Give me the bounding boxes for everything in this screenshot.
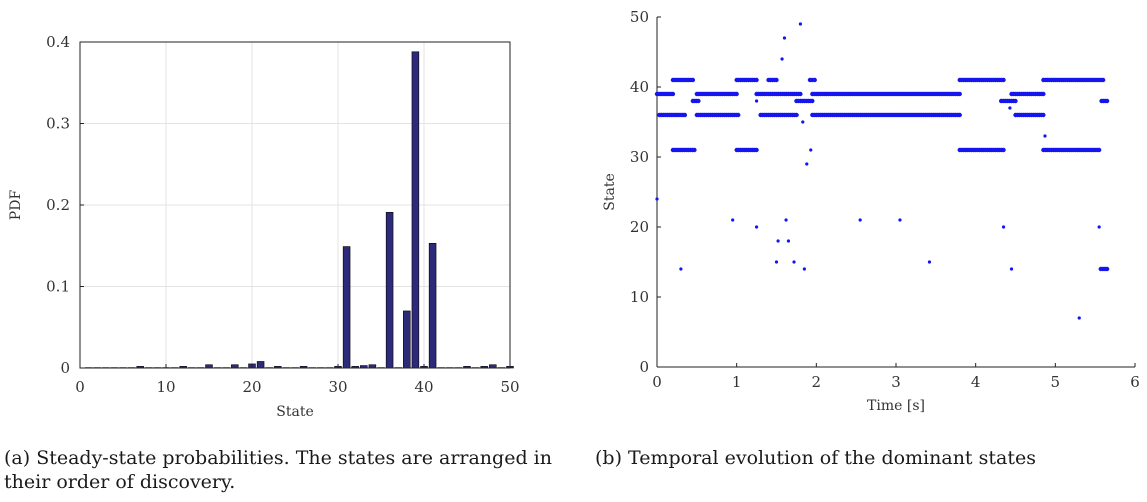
state-point xyxy=(754,147,759,153)
state-point xyxy=(1041,91,1046,97)
state-point xyxy=(736,112,741,118)
x-tick-label: 3 xyxy=(891,373,901,391)
state-point xyxy=(734,91,739,97)
x-tick-label: 50 xyxy=(500,378,519,396)
y-axis-label: PDF xyxy=(8,190,24,221)
state-point xyxy=(696,98,701,104)
y-tick-label: 0.4 xyxy=(46,33,70,51)
x-tick-label: 0 xyxy=(75,378,85,396)
bar xyxy=(256,361,265,369)
x-tick-label: 5 xyxy=(1051,373,1061,391)
state-point xyxy=(780,57,784,61)
state-point xyxy=(1001,225,1006,229)
y-tick-label: 30 xyxy=(630,148,649,166)
state-point xyxy=(802,267,806,271)
x-tick-label: 2 xyxy=(812,373,822,391)
state-point xyxy=(1001,77,1006,83)
state-point xyxy=(792,260,796,264)
bar xyxy=(428,243,437,369)
state-point xyxy=(1041,112,1046,118)
x-tick-label: 4 xyxy=(971,373,981,391)
state-point xyxy=(774,260,779,264)
state-point xyxy=(927,260,932,264)
state-point xyxy=(1008,106,1012,110)
state-point xyxy=(754,77,759,83)
y-tick-label: 0 xyxy=(639,358,649,376)
state-point xyxy=(786,239,791,243)
y-tick-label: 40 xyxy=(630,78,649,96)
state-point xyxy=(1077,316,1081,320)
state-point xyxy=(679,267,683,271)
bar xyxy=(342,246,351,369)
state-point xyxy=(1104,98,1110,104)
state-point xyxy=(1009,267,1014,271)
state-point xyxy=(774,77,779,83)
state-point xyxy=(798,91,803,97)
y-tick-label: 50 xyxy=(630,8,649,26)
state-point xyxy=(1100,77,1106,83)
state-point xyxy=(692,147,697,153)
y-tick-label: 0.2 xyxy=(46,196,70,214)
chart-b-state-evolution: 0 1 2 3 4 5 6 0 10 20 30 40 50 Time [s] State xyxy=(602,8,1140,414)
state-point xyxy=(731,218,735,222)
state-point xyxy=(809,148,813,152)
x-tick-label: 40 xyxy=(414,378,433,396)
x-tick-label: 30 xyxy=(328,378,347,396)
state-point xyxy=(784,218,788,222)
state-point xyxy=(810,98,815,104)
state-point xyxy=(795,113,799,117)
y-tick-label: 10 xyxy=(630,288,649,306)
state-point xyxy=(776,239,780,243)
y-tick-label: 0 xyxy=(60,359,70,377)
state-point xyxy=(812,77,817,83)
state-point xyxy=(682,112,688,118)
caption-b: (b) Temporal evolution of the dominant s… xyxy=(595,447,1036,469)
state-point xyxy=(798,22,803,26)
state-point xyxy=(782,36,787,40)
bar xyxy=(385,212,394,369)
x-tick-label: 1 xyxy=(732,373,742,391)
y-tick-label: 0.3 xyxy=(46,115,70,133)
state-point xyxy=(957,91,962,97)
x-tick-label: 20 xyxy=(242,378,261,396)
state-point xyxy=(1013,98,1018,104)
state-point xyxy=(801,120,805,124)
x-axis-label: Time [s] xyxy=(867,398,925,414)
state-point xyxy=(898,218,902,222)
x-tick-label: 0 xyxy=(652,373,662,391)
x-tick-label: 6 xyxy=(1130,373,1140,391)
state-point xyxy=(805,162,809,166)
state-point xyxy=(1104,266,1110,272)
state-point xyxy=(957,112,962,118)
bar xyxy=(411,51,420,369)
x-axis-label: State xyxy=(276,404,313,420)
state-point xyxy=(1043,134,1047,138)
y-tick-label: 20 xyxy=(630,218,649,236)
y-axis-label: State xyxy=(602,173,618,210)
y-tick-label: 0.1 xyxy=(46,278,70,296)
state-point xyxy=(1097,225,1101,229)
bar xyxy=(403,310,411,369)
chart-a-steady-state-pdf: 0 10 20 30 40 50 0 0.1 0.2 0.3 0.4 State PDF xyxy=(8,33,520,420)
x-tick-label: 10 xyxy=(156,378,175,396)
state-point xyxy=(1096,147,1102,153)
state-point xyxy=(1001,147,1006,153)
state-point xyxy=(655,197,659,201)
state-point xyxy=(754,99,759,103)
state-point xyxy=(670,91,676,97)
caption-a: (a) Steady-state probabilities. The stat… xyxy=(4,447,552,493)
state-point xyxy=(754,225,759,229)
state-point xyxy=(858,218,862,222)
state-point xyxy=(690,77,696,83)
